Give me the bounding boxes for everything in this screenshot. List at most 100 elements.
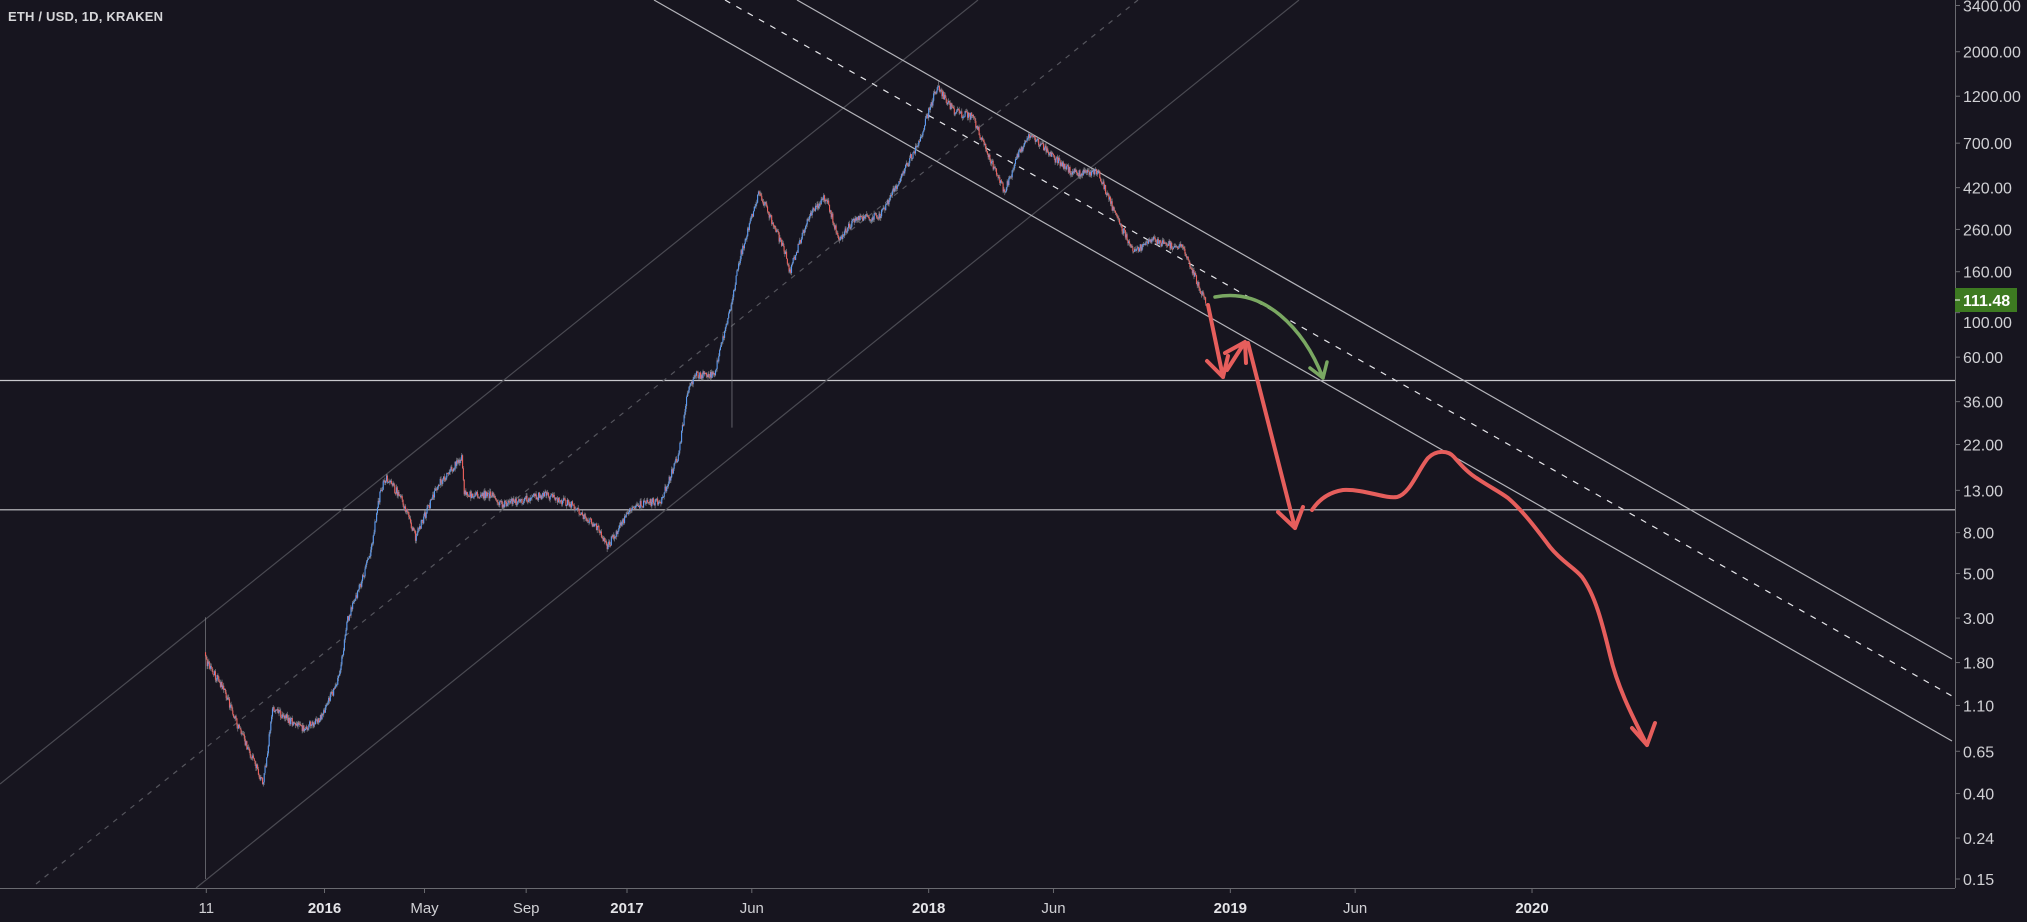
candle-body	[490, 491, 492, 496]
candle-body	[263, 773, 265, 783]
candle	[414, 528, 416, 534]
candle-body	[675, 458, 677, 463]
candle	[652, 497, 655, 505]
candle-body	[767, 206, 769, 212]
candle-body	[356, 595, 358, 598]
candle	[807, 217, 809, 221]
candle-body	[352, 602, 354, 610]
candle-body	[434, 488, 436, 491]
time-axis[interactable]: 11 2016 May Sep 2017 Jun 2018 Jun 2019 Jun 2020	[199, 888, 1549, 917]
price-tick-label: 420.00	[1963, 181, 2012, 198]
candle	[854, 215, 856, 223]
candle-body	[1102, 181, 1104, 184]
candle	[629, 507, 631, 514]
candle	[638, 504, 640, 511]
candle-body	[794, 256, 796, 260]
candle	[900, 176, 902, 183]
candle-body	[1003, 189, 1005, 192]
price-axis[interactable]: 3400.002000.001200.00700.00420.00260.001…	[1955, 0, 2021, 889]
candle-body	[800, 238, 802, 243]
candle-body	[427, 505, 429, 509]
candle	[994, 164, 996, 169]
candle-body	[795, 255, 797, 260]
candle-body	[219, 682, 221, 687]
candle-body	[446, 472, 448, 478]
candle-body	[700, 372, 702, 379]
candle-body	[790, 269, 792, 273]
candle	[835, 223, 837, 235]
candle-body	[1011, 170, 1013, 178]
candle-body	[243, 733, 245, 735]
candle-body	[1085, 170, 1087, 172]
candle	[287, 715, 289, 724]
candle-body	[225, 692, 227, 698]
candle-body	[469, 491, 471, 497]
candle	[881, 208, 883, 212]
candle-body	[917, 145, 919, 147]
candle	[533, 492, 536, 498]
candle-body	[298, 722, 300, 724]
candle	[422, 519, 424, 525]
candle	[1174, 243, 1176, 248]
candle	[457, 458, 459, 465]
candle	[858, 215, 860, 223]
candle	[832, 211, 834, 226]
candle-body	[655, 499, 657, 501]
candle-body	[600, 531, 602, 533]
candle	[586, 518, 588, 524]
candle	[799, 237, 801, 245]
candle-body	[632, 507, 634, 509]
candle	[1101, 182, 1103, 186]
candle	[843, 230, 845, 239]
candle	[247, 744, 250, 751]
uptrend-channel-upper	[0, 0, 979, 785]
candle	[914, 150, 916, 155]
candle	[554, 496, 556, 501]
candle	[743, 245, 745, 251]
candle	[701, 372, 703, 381]
candle	[352, 599, 355, 604]
candle-body	[598, 526, 600, 531]
candle	[588, 521, 590, 526]
candle	[431, 497, 433, 500]
candle-body	[267, 746, 269, 754]
candle	[359, 583, 361, 588]
candle-body	[365, 564, 367, 569]
candle	[350, 605, 352, 619]
candle	[479, 496, 481, 499]
candle	[310, 724, 312, 729]
candle	[538, 492, 540, 503]
candle	[562, 495, 564, 504]
candle	[397, 490, 399, 499]
candle	[315, 716, 317, 722]
candle-body	[1052, 153, 1055, 156]
candle-body	[884, 207, 886, 211]
candle-body	[881, 209, 883, 211]
candle	[508, 499, 510, 504]
candle-body	[666, 486, 668, 492]
candle	[712, 370, 714, 376]
candle-body	[1028, 134, 1030, 139]
candle	[481, 491, 483, 497]
candle	[1076, 171, 1079, 176]
candle-body	[906, 163, 908, 166]
candle-body	[254, 760, 256, 764]
price-tick-label: 1200.00	[1963, 89, 2021, 106]
candle-body	[802, 230, 804, 233]
candle-body	[1136, 248, 1138, 251]
candle-body	[599, 530, 601, 533]
candle-body	[1131, 245, 1133, 248]
candle	[755, 201, 757, 210]
candle	[402, 499, 404, 507]
candle	[716, 357, 718, 372]
candle	[525, 492, 527, 502]
candle	[891, 189, 893, 198]
candle-body	[1125, 234, 1127, 238]
candle	[608, 539, 610, 548]
candle	[914, 143, 917, 156]
candle	[235, 714, 237, 721]
candle	[468, 495, 470, 498]
candle-body	[803, 230, 805, 233]
candle	[663, 491, 665, 500]
